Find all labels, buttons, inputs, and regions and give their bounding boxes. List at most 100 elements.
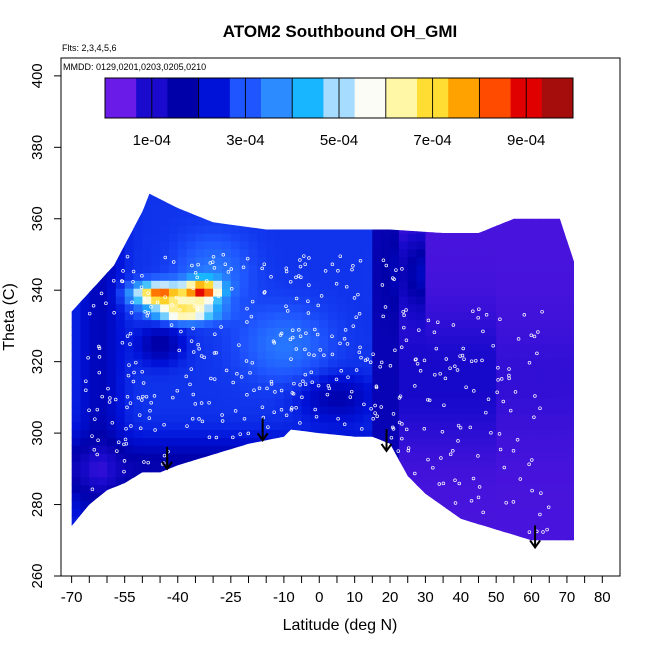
heatmap-cell xyxy=(195,500,205,509)
heatmap-cell xyxy=(443,453,453,462)
heatmap-cell xyxy=(239,295,250,305)
observation-point xyxy=(302,254,306,258)
heatmap-cell xyxy=(186,311,196,321)
heatmap-cell xyxy=(124,295,135,305)
observation-point xyxy=(138,426,143,431)
heatmap-cell xyxy=(319,539,329,541)
heatmap-cell xyxy=(505,280,515,289)
chart-title: ATOM2 Southbound OH_GMI xyxy=(223,22,458,41)
heatmap-cell xyxy=(540,398,550,407)
heatmap-cell xyxy=(177,523,188,533)
heatmap-cell xyxy=(416,468,426,478)
heatmap-cell xyxy=(151,233,161,242)
heatmap-cell xyxy=(80,288,90,297)
heatmap-cell xyxy=(398,461,409,470)
heatmap-cell xyxy=(460,421,471,431)
heatmap-cell xyxy=(425,468,435,478)
plot-frame xyxy=(60,57,621,577)
heatmap-cell xyxy=(487,406,497,415)
heatmap-cell xyxy=(566,492,574,501)
heatmap-cell xyxy=(487,523,497,533)
heatmap-cell xyxy=(115,453,126,462)
heatmap-cell xyxy=(275,374,285,383)
observation-point xyxy=(244,359,249,363)
heatmap-cell xyxy=(443,217,453,226)
heatmap-cell xyxy=(496,516,506,525)
heatmap-cell xyxy=(487,335,497,344)
heatmap-cell xyxy=(124,193,135,195)
y-axis-label: Theta (C) xyxy=(1,283,18,351)
heatmap-cell xyxy=(345,193,356,203)
heatmap-cell xyxy=(160,539,170,541)
heatmap-cell xyxy=(328,421,338,431)
heatmap-cell xyxy=(133,248,143,258)
heatmap-cell xyxy=(434,335,444,344)
heatmap-cell xyxy=(337,311,347,321)
heatmap-cell xyxy=(540,516,550,525)
heatmap-cell xyxy=(142,358,152,368)
heatmap-cell xyxy=(177,350,188,360)
heatmap-cell xyxy=(98,468,108,478)
heatmap-cell xyxy=(460,453,471,462)
heatmap-cell xyxy=(115,398,126,407)
heatmap-cell xyxy=(372,264,382,273)
heatmap-cell xyxy=(292,406,303,415)
heatmap-cell xyxy=(540,350,550,360)
heatmap-cell xyxy=(319,248,329,258)
observation-point xyxy=(143,309,147,314)
heatmap-cell xyxy=(124,225,135,234)
heatmap-cell xyxy=(363,311,373,321)
heatmap-cell xyxy=(257,225,267,234)
heatmap-cell xyxy=(566,350,574,360)
heatmap-cell xyxy=(381,531,391,541)
heatmap-cell xyxy=(549,500,559,509)
heatmap-cell xyxy=(115,500,126,509)
heatmap-cell xyxy=(443,264,453,273)
heatmap-cell xyxy=(115,225,126,234)
heatmap-cell xyxy=(425,484,435,493)
heatmap-cell xyxy=(522,516,533,525)
heatmap-cell xyxy=(558,398,568,407)
heatmap-cell xyxy=(460,484,471,493)
heatmap-cell xyxy=(531,398,541,407)
observation-point xyxy=(318,348,323,352)
heatmap-cell xyxy=(248,461,258,470)
heatmap-cell xyxy=(566,288,574,297)
heatmap-cell xyxy=(337,508,347,517)
observation-point xyxy=(306,299,310,303)
heatmap-cell xyxy=(142,508,152,517)
heatmap-cell xyxy=(354,240,365,250)
heatmap-cell xyxy=(487,240,497,250)
heatmap-cell xyxy=(416,358,426,368)
heatmap-cell xyxy=(451,468,462,478)
heatmap-cell xyxy=(390,295,400,305)
heatmap-cell xyxy=(531,335,541,344)
heatmap-cell xyxy=(213,272,223,281)
heatmap-cell xyxy=(558,280,568,289)
heatmap-cell xyxy=(363,398,373,407)
heatmap-cell xyxy=(549,523,559,533)
heatmap-cell xyxy=(80,476,90,486)
heatmap-cell xyxy=(558,358,568,368)
heatmap-cell xyxy=(257,374,267,383)
heatmap-cell xyxy=(275,295,285,305)
heatmap-cell xyxy=(363,343,373,352)
heatmap-cell xyxy=(71,445,81,454)
heatmap-cell xyxy=(566,476,574,486)
heatmap-cell xyxy=(151,240,161,250)
heatmap-cell xyxy=(107,366,117,376)
observation-point xyxy=(511,500,516,504)
heatmap-cell xyxy=(354,233,365,242)
heatmap-cell xyxy=(204,437,214,446)
observation-point xyxy=(401,309,405,314)
heatmap-cell xyxy=(177,429,188,438)
heatmap-cell xyxy=(372,225,382,234)
heatmap-cell xyxy=(460,225,471,234)
heatmap-cell xyxy=(239,539,250,541)
heatmap-cell xyxy=(460,358,471,368)
heatmap-cell xyxy=(133,280,143,289)
heatmap-cell xyxy=(505,453,515,462)
heatmap-cell xyxy=(177,382,188,391)
heatmap-cell xyxy=(363,523,373,533)
heatmap-cell xyxy=(107,350,117,360)
